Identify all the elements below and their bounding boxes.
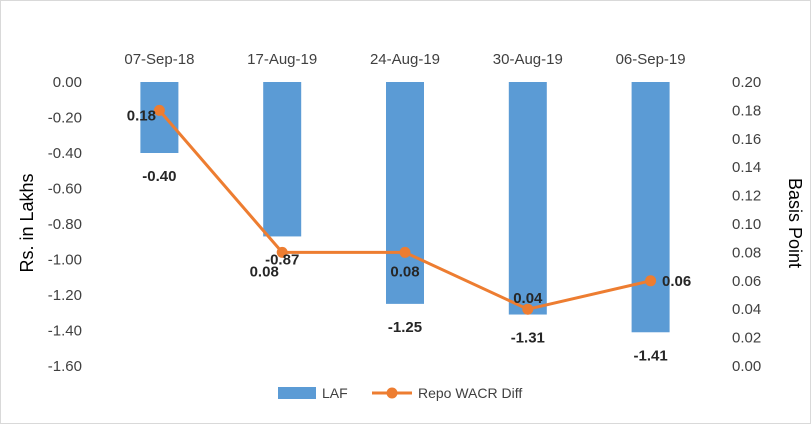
x-tick-label: 30-Aug-19 [493,51,563,68]
y-axis-title: Rs. in Lakhs [17,173,37,272]
y2-tick-label: 0.10 [732,216,761,233]
bar-17-Aug-19 [263,82,302,237]
line-data-label: 0.18 [127,107,156,124]
x-tick-label: 24-Aug-19 [370,51,440,68]
y-axis-ticks: 0.00 -0.20 -0.40 -0.60 -0.80 -1.00 -1.20 -1.40 -… [48,74,82,375]
x-tick-label: 17-Aug-19 [247,51,317,68]
y2-tick-label: 0.04 [732,301,761,318]
line-series-repo-wacr-diff [153,104,657,315]
y-tick-label: -0.80 [48,216,82,233]
y2-tick-label: 0.02 [732,330,761,347]
line-data-label: 0.08 [250,263,279,280]
bar-30-Aug-19 [508,82,547,315]
y2-tick-label: 0.16 [732,131,761,148]
y-tick-label: -1.60 [48,358,82,375]
y2-tick-label: 0.08 [732,244,761,261]
data-labels: -0.40 -0.87 -1.25 -1.31 -1.41 0.18 0.08 0.08 0.0… [127,107,691,364]
y2-tick-label: 0.00 [732,358,761,375]
line-data-label: 0.08 [390,263,419,280]
legend: LAF Repo WACR Diff [278,385,522,401]
y-tick-label: -1.40 [48,323,82,340]
point-17-Aug-19 [276,246,288,258]
line-data-label: 0.04 [513,290,543,307]
y-tick-label: -1.00 [48,252,82,269]
bar-data-label: -0.87 [265,251,299,268]
legend-label-repo-wacr-diff: Repo WACR Diff [418,385,522,401]
y-tick-label: -0.60 [48,181,82,198]
bar-06-Sep-19 [631,82,670,333]
line-data-label: 0.06 [662,273,691,290]
point-06-Sep-19 [645,275,657,287]
point-07-Sep-18 [153,104,165,116]
x-tick-label: 06-Sep-19 [616,51,686,68]
x-axis-ticks: 07-Sep-18 17-Aug-19 24-Aug-19 30-Aug-19 06-S… [124,51,685,68]
bar-data-label: -1.41 [633,347,667,364]
y2-axis-title: Basis Point [785,178,805,268]
y-tick-label: 0.00 [53,74,82,91]
y2-tick-label: 0.06 [732,273,761,290]
point-30-Aug-19 [522,303,534,315]
y2-tick-label: 0.14 [732,159,761,176]
bar-series-laf [140,82,670,333]
y2-tick-label: 0.18 [732,102,761,119]
bar-data-label: -1.31 [511,330,545,347]
y-tick-label: -1.20 [48,287,82,304]
bar-24-Aug-19 [386,82,424,304]
legend-label-laf: LAF [322,385,348,401]
bar-07-Sep-18 [140,82,179,153]
y2-tick-label: 0.20 [732,74,761,91]
bar-data-label: -1.25 [388,319,422,336]
point-24-Aug-19 [399,246,411,258]
y-tick-label: -0.40 [48,145,82,162]
legend-swatch-laf [278,387,316,399]
bar-data-label: -0.40 [142,168,176,185]
y-tick-label: -0.20 [48,110,82,127]
x-tick-label: 07-Sep-18 [124,51,194,68]
y2-axis-ticks: 0.20 0.18 0.16 0.14 0.12 0.10 0.08 0.06 0.04 0.02… [732,74,761,375]
legend-swatch-marker [386,387,398,399]
y2-tick-label: 0.12 [732,188,761,205]
